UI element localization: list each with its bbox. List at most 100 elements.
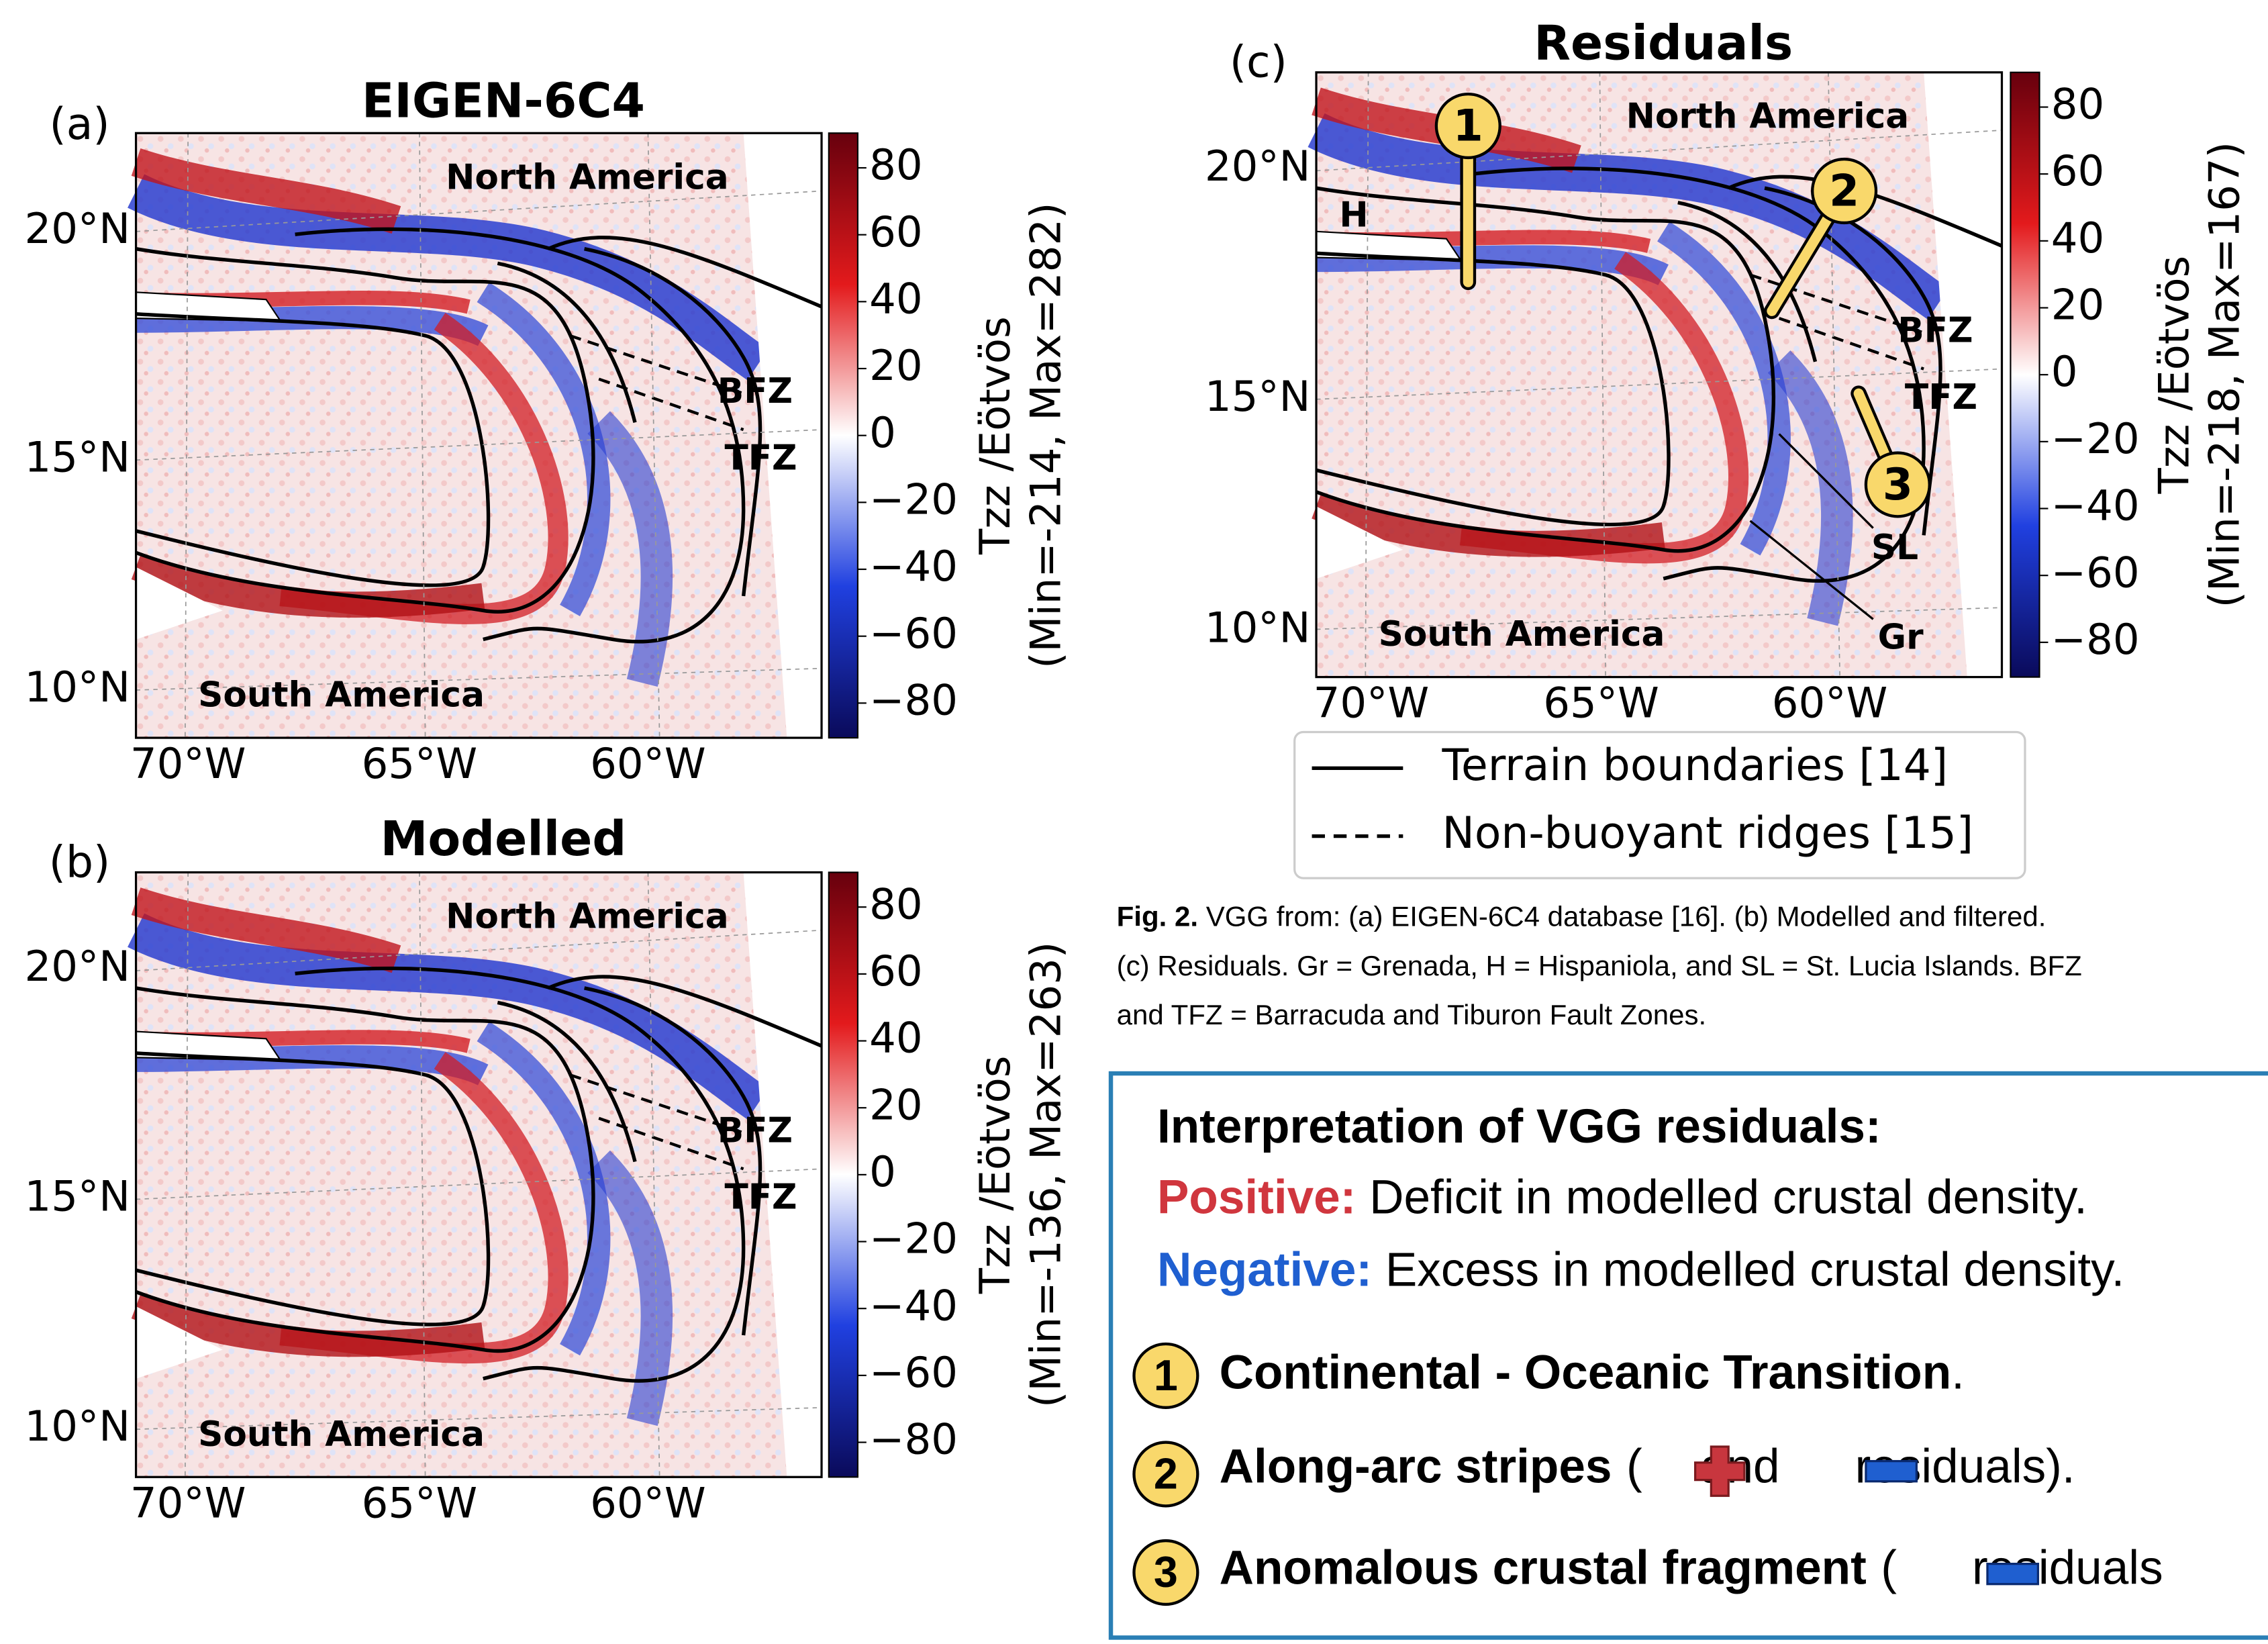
colorbar-tick-label: 0 — [869, 1147, 896, 1196]
panel-label: (b) — [49, 837, 110, 887]
panel: (b) Modelled North America South America BFZ… — [24, 811, 1070, 1528]
colorbar-tick-label: −60 — [869, 1348, 958, 1397]
colorbar-tick-label: −60 — [869, 609, 958, 658]
panel-label: (c) — [1230, 38, 1287, 88]
colorbar-tick-label: 40 — [869, 274, 923, 323]
map-label: TFZ — [724, 1177, 797, 1218]
map-label: TFZ — [1905, 377, 1977, 418]
item-bold: Continental - Oceanic Transition — [1220, 1346, 1952, 1399]
number-badge — [1132, 1342, 1199, 1409]
map-label: BFZ — [718, 1110, 793, 1151]
colorbar-tick-label: −20 — [869, 475, 958, 524]
item-text: ( — [1881, 1541, 1897, 1594]
positive-icon — [1694, 1445, 1746, 1497]
colorbar — [2010, 71, 2040, 678]
map: North America South America BFZ TFZ — [136, 872, 822, 1477]
item-line: Anomalous crustal fragment(residuals — [1220, 1541, 2163, 1594]
colorbar-tick-label: 20 — [2051, 281, 2105, 330]
colorbar-tick-label: −60 — [2051, 548, 2140, 597]
map-label: North America — [446, 896, 729, 936]
panel-title: EIGEN-6C4 — [362, 73, 645, 129]
lon-tick-label: 65°W — [362, 739, 478, 788]
item-text: . — [1951, 1346, 1965, 1399]
map-label: TFZ — [724, 438, 797, 478]
caption-line: Fig. 2. VGG from: (a) EIGEN-6C4 database… — [1117, 901, 2047, 932]
item-number: 2 — [1154, 1449, 1178, 1498]
lon-tick-label: 60°W — [1772, 679, 1888, 728]
negative-text: Excess in modelled crustal density. — [1385, 1243, 2124, 1296]
lat-tick-label: 15°N — [24, 1172, 130, 1221]
colorbar-tick-label: −20 — [869, 1214, 958, 1263]
colorbar-tick-label: 20 — [869, 341, 923, 390]
lat-tick-label: 20°N — [24, 942, 130, 991]
map: North America South America BFZ TFZ H SL Gr 1 2 3 — [1316, 72, 2002, 677]
map-label: South America — [198, 1414, 485, 1455]
colorbar-tick-label: 40 — [869, 1014, 923, 1063]
number-badge — [1132, 1441, 1199, 1508]
pointer — [1778, 433, 1874, 529]
map-image — [136, 133, 822, 738]
interpretation-frame — [1108, 1071, 2268, 1640]
interpretation-line: Positive: Deficit in modelled crustal de… — [1157, 1171, 2087, 1224]
caption: Fig. 2. VGG from: (a) EIGEN-6C4 database… — [1117, 901, 2082, 1031]
lat-tick-label: 10°N — [24, 1402, 130, 1451]
colorbar-tick-label: 40 — [2051, 213, 2105, 262]
lat-tick-label: 15°N — [1205, 372, 1311, 421]
map-label: BFZ — [718, 371, 793, 412]
map-label: South America — [198, 675, 485, 716]
panel-title: Modelled — [381, 811, 627, 867]
item-number: 1 — [1154, 1351, 1178, 1400]
panel: (a) EIGEN-6C4 North America South America BF… — [24, 73, 1070, 789]
colorbar-tick-label: −40 — [869, 1281, 958, 1330]
colorbar — [828, 132, 858, 739]
colorbar-tick-label: 80 — [2051, 80, 2105, 129]
colorbar-tick-label: 60 — [869, 947, 923, 996]
marker-badge — [1811, 157, 1878, 225]
marker-badge — [1864, 451, 1931, 518]
colorbar-tick-label: −80 — [869, 1415, 958, 1464]
item-line: Continental - Oceanic Transition. — [1220, 1346, 1965, 1399]
map-label: SL — [1871, 528, 1918, 568]
map-label: BFZ — [1897, 311, 1973, 351]
colorbar-tick-label: −80 — [869, 675, 958, 724]
caption-line: and TFZ = Barracuda and Tiburon Fault Zo… — [1117, 999, 1707, 1030]
marker-number: 2 — [1829, 166, 1859, 216]
colorbar-tick-label: −40 — [869, 542, 958, 591]
caption-label: Fig. 2. — [1117, 901, 1198, 932]
lat-tick-label: 20°N — [1205, 142, 1311, 191]
lat-tick-label: 10°N — [1205, 603, 1311, 652]
pointer — [1749, 520, 1874, 620]
map-label: North America — [446, 157, 729, 197]
legend-entry: Terrain boundaries [14] — [1442, 740, 1949, 791]
caption-line: (c) Residuals. Gr = Grenada, H = Hispani… — [1117, 950, 2082, 981]
marker-number: 3 — [1883, 460, 1913, 510]
colorbar-tick-label: 0 — [2051, 347, 2078, 396]
colorbar-label: Tzz /Eötvös — [2149, 256, 2198, 495]
colorbar-tick-label: 20 — [869, 1080, 923, 1129]
colorbar-tick-label: 60 — [869, 207, 923, 256]
lat-tick-label: 15°N — [24, 432, 130, 481]
caption-text: VGG from: (a) EIGEN-6C4 database [16]. (… — [1206, 901, 2047, 932]
map-image — [1316, 72, 2002, 677]
map-frame — [134, 132, 823, 739]
item-bold: Anomalous crustal fragment — [1220, 1541, 1867, 1594]
map-label: South America — [1379, 614, 1665, 655]
map-frame — [1315, 71, 2004, 679]
item-bold: Along-arc stripes — [1220, 1440, 1612, 1493]
colorbar-range: (Min=-136, Max=263) — [1021, 942, 1070, 1408]
colorbar-tick-label: 0 — [869, 408, 896, 457]
negative-label: Negative: — [1157, 1243, 1372, 1296]
panel: (c) Residuals North America South America BF… — [1205, 15, 2249, 728]
map-frame — [134, 871, 823, 1478]
panel-label: (a) — [50, 99, 110, 150]
map: North America South America BFZ TFZ — [136, 133, 822, 738]
positive-text: Deficit in modelled crustal density. — [1369, 1171, 2087, 1224]
colorbar-label: Tzz /Eötvös — [971, 1056, 1020, 1295]
marker-badge — [1434, 92, 1501, 160]
lon-tick-label: 70°W — [1314, 679, 1430, 728]
negative-icon — [1986, 1562, 2039, 1586]
legend: Terrain boundaries [14] Non-buoyant ridg… — [1293, 730, 2026, 879]
colorbar-tick-label: −20 — [2051, 414, 2140, 463]
